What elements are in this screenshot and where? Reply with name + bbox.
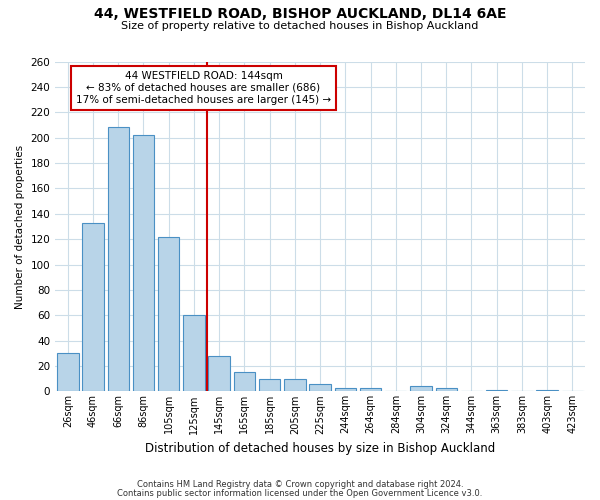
Bar	[107, 128, 129, 392]
Bar	[82, 222, 104, 392]
Bar	[360, 388, 381, 392]
Bar	[133, 135, 154, 392]
Bar	[486, 390, 508, 392]
Bar	[57, 354, 79, 392]
X-axis label: Distribution of detached houses by size in Bishop Auckland: Distribution of detached houses by size …	[145, 442, 495, 455]
Text: 44, WESTFIELD ROAD, BISHOP AUCKLAND, DL14 6AE: 44, WESTFIELD ROAD, BISHOP AUCKLAND, DL1…	[94, 8, 506, 22]
Bar	[284, 378, 305, 392]
Bar	[436, 388, 457, 392]
Text: 44 WESTFIELD ROAD: 144sqm
← 83% of detached houses are smaller (686)
17% of semi: 44 WESTFIELD ROAD: 144sqm ← 83% of detac…	[76, 72, 331, 104]
Bar	[158, 236, 179, 392]
Text: Size of property relative to detached houses in Bishop Auckland: Size of property relative to detached ho…	[121, 21, 479, 31]
Bar	[183, 316, 205, 392]
Bar	[410, 386, 432, 392]
Text: Contains HM Land Registry data © Crown copyright and database right 2024.: Contains HM Land Registry data © Crown c…	[137, 480, 463, 489]
Bar	[536, 390, 558, 392]
Bar	[310, 384, 331, 392]
Bar	[208, 356, 230, 392]
Bar	[259, 378, 280, 392]
Text: Contains public sector information licensed under the Open Government Licence v3: Contains public sector information licen…	[118, 488, 482, 498]
Y-axis label: Number of detached properties: Number of detached properties	[15, 144, 25, 308]
Bar	[335, 388, 356, 392]
Bar	[233, 372, 255, 392]
